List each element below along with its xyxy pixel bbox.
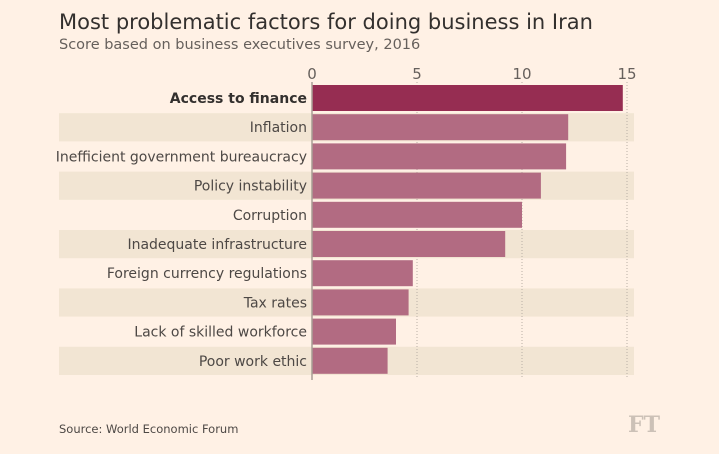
category-label: Inefficient government bureaucracy xyxy=(56,149,307,165)
bar xyxy=(312,201,522,228)
category-label: Lack of skilled workforce xyxy=(134,325,307,341)
category-label: Inadequate infrastructure xyxy=(127,237,307,253)
category-label: Policy instability xyxy=(194,179,307,195)
bar xyxy=(312,114,569,141)
bar xyxy=(312,85,623,111)
category-label: Inflation xyxy=(250,120,307,136)
source-note: Source: World Economic Forum xyxy=(59,422,239,436)
bar xyxy=(312,289,409,316)
x-tick-label: 5 xyxy=(412,65,422,83)
category-label: Foreign currency regulations xyxy=(107,266,307,282)
x-tick-label: 10 xyxy=(512,65,531,83)
chart-title: Most problematic factors for doing busin… xyxy=(59,10,593,34)
bar xyxy=(312,347,388,374)
category-label: Access to finance xyxy=(170,91,307,107)
bar xyxy=(312,318,396,345)
category-label: Poor work ethic xyxy=(199,354,307,370)
chart-subtitle: Score based on business executives surve… xyxy=(59,37,421,53)
bar xyxy=(312,260,413,287)
bar xyxy=(312,231,506,257)
category-label: Tax rates xyxy=(243,295,307,311)
bar xyxy=(312,143,567,170)
bar xyxy=(312,172,541,199)
category-label: Corruption xyxy=(233,208,307,224)
x-tick-label: 15 xyxy=(617,65,636,83)
x-tick-label: 0 xyxy=(307,65,317,83)
ft-logo: FT xyxy=(628,412,660,438)
